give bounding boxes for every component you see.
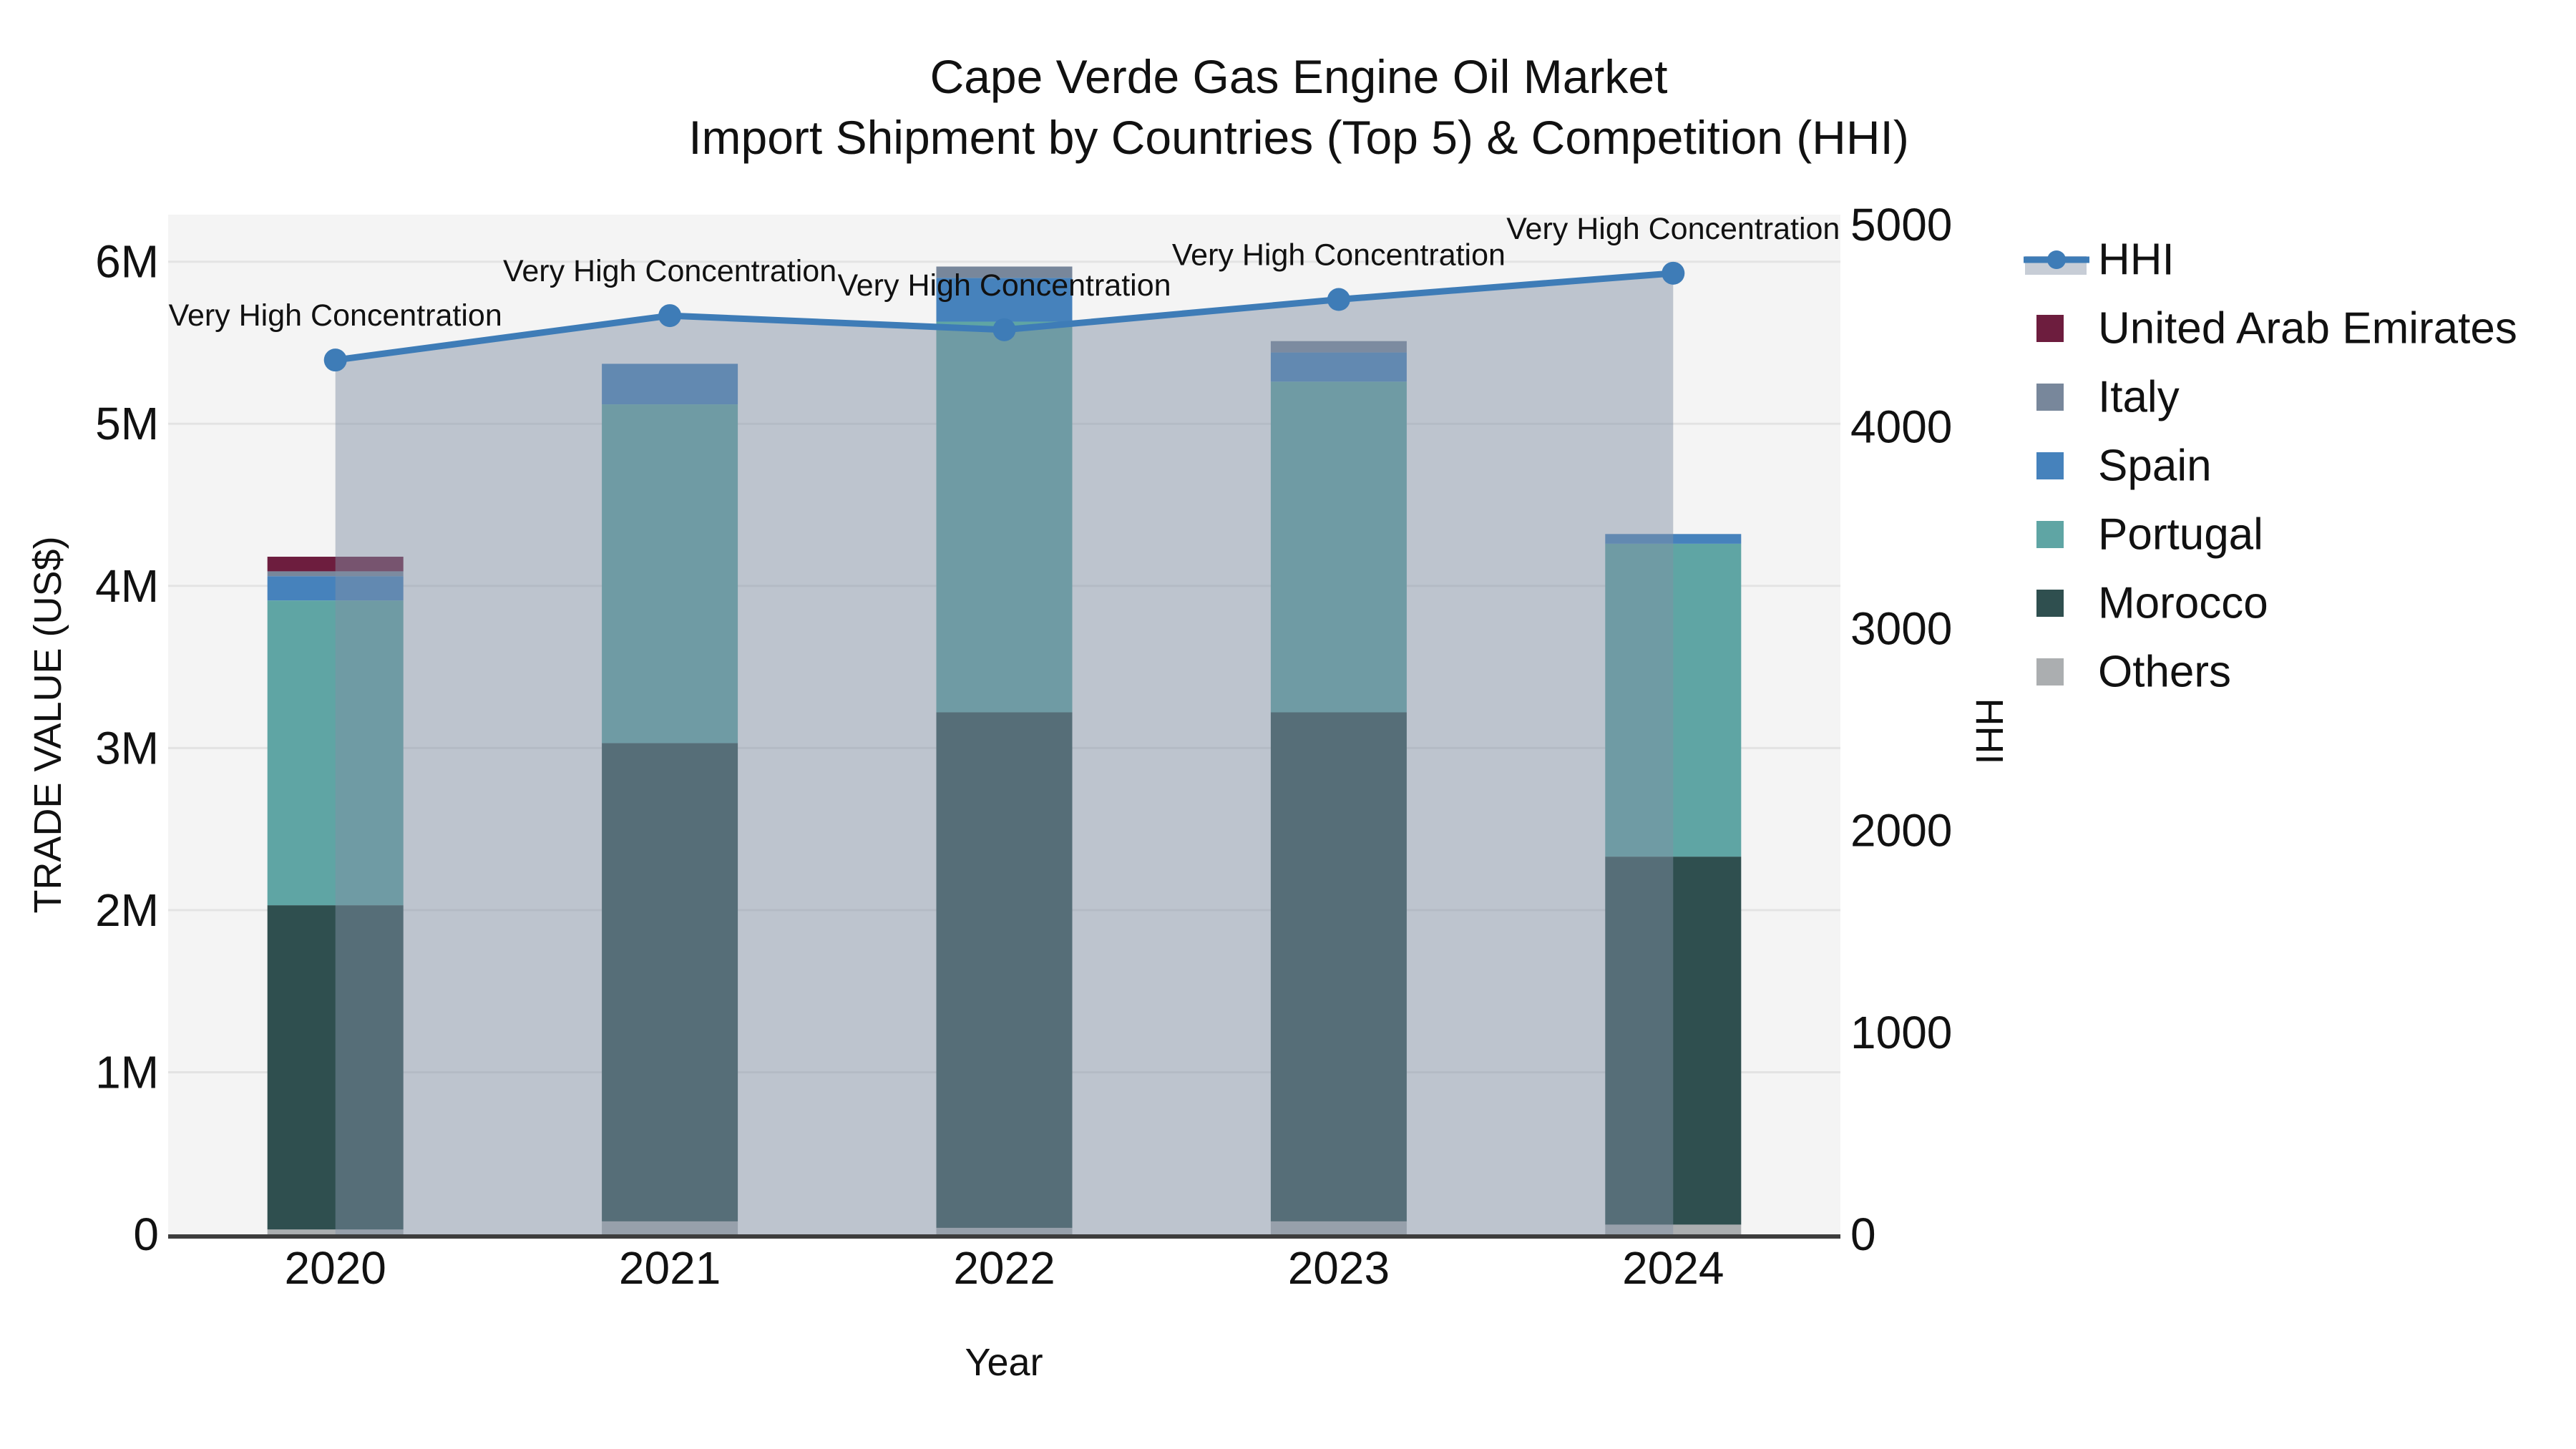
- legend-label: United Arab Emirates: [2098, 304, 2517, 353]
- hhi-marker-2020: [323, 348, 347, 372]
- bar-segment-portugal-2023: [1270, 381, 1407, 713]
- y-axis-title-left: TRADE VALUE (US$): [26, 536, 69, 913]
- bars-layer: [267, 266, 1742, 1234]
- legend-swatch-others: [2036, 658, 2064, 686]
- legend-swatch-spain: [2036, 452, 2064, 479]
- bar-segment-portugal-2020: [267, 600, 404, 906]
- bar-segment-morocco-2022: [936, 712, 1073, 1228]
- x-tick-2024: 2024: [1622, 1242, 1724, 1294]
- bar-segment-others-2020: [267, 1229, 404, 1234]
- legend-swatch-morocco: [2036, 590, 2064, 617]
- legend-item-others: Others: [2036, 648, 2231, 697]
- legend-swatch-hhi-marker: [2047, 250, 2066, 269]
- bar-segment-spain-2022: [936, 278, 1073, 322]
- hhi-annotation-2023: Very High Concentration: [1172, 238, 1506, 273]
- bar-segment-united-arab-emirates-2020: [267, 557, 404, 572]
- legend-item-italy: Italy: [2036, 373, 2180, 422]
- legend-item-morocco: Morocco: [2036, 579, 2268, 628]
- bar-segment-italy-2022: [936, 266, 1073, 278]
- legend-label: Others: [2098, 648, 2231, 697]
- hhi-area-layer: [335, 273, 1674, 1235]
- bar-segment-others-2023: [1270, 1221, 1407, 1234]
- y-tick-right-4000: 4000: [1850, 401, 1952, 452]
- y-tick-left-3M: 3M: [95, 722, 159, 774]
- bar-segment-morocco-2024: [1605, 857, 1742, 1225]
- x-tick-2020: 2020: [285, 1242, 386, 1294]
- bar-segment-italy-2023: [1270, 341, 1407, 353]
- bar-segment-spain-2023: [1270, 352, 1407, 382]
- y-tick-left-0: 0: [133, 1209, 159, 1260]
- y-tick-left-5M: 5M: [95, 398, 159, 449]
- x-tick-2021: 2021: [619, 1242, 721, 1294]
- legend-swatch-united-arab-emirates: [2036, 315, 2064, 342]
- axes-layer: 0 1M 2M 3M 4M 5M 6M 0 1000 2000 3000 4000 5000 2020 20…: [95, 199, 1952, 1294]
- chart-subtitle: Import Shipment by Countries (Top 5) & C…: [688, 111, 1909, 164]
- y-tick-left-4M: 4M: [95, 560, 159, 612]
- legend-swatch-italy: [2036, 384, 2064, 411]
- y-tick-left-1M: 1M: [95, 1046, 159, 1098]
- bar-segment-portugal-2024: [1605, 543, 1742, 857]
- bar-segment-morocco-2023: [1270, 712, 1407, 1221]
- bar-segment-others-2021: [602, 1221, 738, 1234]
- y-axis-title-right: HHI: [1968, 698, 2011, 765]
- legend-item-portugal: Portugal: [2036, 510, 2263, 560]
- y-tick-right-5000: 5000: [1850, 199, 1952, 250]
- bar-segment-others-2024: [1605, 1224, 1742, 1234]
- hhi-area: [335, 273, 1674, 1235]
- y-tick-right-0: 0: [1850, 1209, 1876, 1260]
- legend-label: HHI: [2098, 235, 2175, 285]
- legend-item-spain: Spain: [2036, 441, 2212, 491]
- y-tick-right-3000: 3000: [1850, 602, 1952, 654]
- hhi-annotation-2021: Very High Concentration: [503, 254, 836, 288]
- legend-label: Morocco: [2098, 579, 2268, 628]
- bar-segment-morocco-2020: [267, 905, 404, 1230]
- y-tick-right-1000: 1000: [1850, 1007, 1952, 1058]
- chart-title: Cape Verde Gas Engine Oil Market: [930, 50, 1668, 103]
- legend-label: Portugal: [2098, 510, 2263, 560]
- hhi-marker-2022: [992, 318, 1016, 341]
- hhi-marker-2023: [1327, 288, 1350, 311]
- legend-layer: HHI United Arab Emirates Italy Spain Portuga…: [2024, 235, 2517, 697]
- hhi-marker-2024: [1662, 261, 1685, 285]
- hhi-annotation-2022: Very High Concentration: [837, 268, 1171, 303]
- x-tick-2023: 2023: [1288, 1242, 1390, 1294]
- bar-segment-spain-2020: [267, 576, 404, 601]
- hhi-line-layer: [323, 261, 1685, 372]
- hhi-annotation-2020: Very High Concentration: [169, 298, 502, 333]
- bar-segment-others-2022: [936, 1227, 1073, 1234]
- y-tick-right-2000: 2000: [1850, 805, 1952, 857]
- bar-segment-morocco-2021: [602, 743, 738, 1221]
- bar-segment-spain-2021: [602, 364, 738, 405]
- legend-label: Italy: [2098, 373, 2180, 422]
- bar-segment-italy-2020: [267, 571, 404, 577]
- legend-item-united-arab-emirates: United Arab Emirates: [2036, 304, 2517, 353]
- hhi-marker-2021: [658, 304, 682, 328]
- y-tick-left-6M: 6M: [95, 236, 159, 288]
- bar-segment-spain-2024: [1605, 534, 1742, 544]
- hhi-annotation-2024: Very High Concentration: [1506, 212, 1840, 246]
- bar-segment-portugal-2021: [602, 404, 738, 743]
- y-tick-left-2M: 2M: [95, 884, 159, 936]
- x-axis-title: Year: [965, 1341, 1043, 1384]
- bar-segment-portugal-2022: [936, 321, 1073, 713]
- x-tick-2022: 2022: [953, 1242, 1055, 1294]
- legend-label: Spain: [2098, 441, 2212, 491]
- legend-swatch-portugal: [2036, 521, 2064, 548]
- legend-item-hhi: HHI: [2024, 235, 2175, 285]
